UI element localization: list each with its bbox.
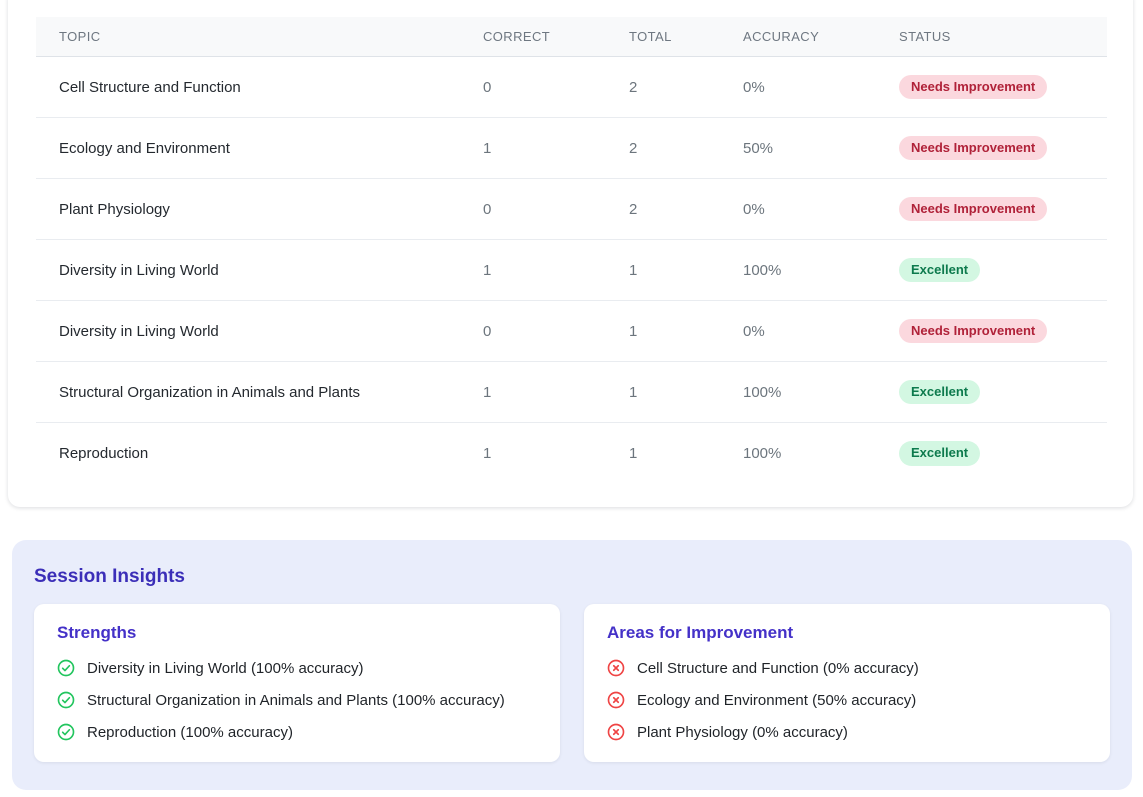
table-row: Reproduction 1 1 100% Excellent (36, 423, 1107, 484)
areas-for-improvement-card: Areas for Improvement Cell Structure and… (584, 604, 1110, 762)
check-circle-icon (57, 691, 75, 709)
accuracy-cell: 100% (743, 261, 782, 279)
table-header-row: TOPIC CORRECT TOTAL ACCURACY STATUS (36, 17, 1107, 57)
areas-for-improvement-title: Areas for Improvement (607, 623, 794, 642)
improvement-item: Cell Structure and Function (0% accuracy… (607, 657, 1086, 679)
topic-cell: Plant Physiology (59, 200, 170, 218)
accuracy-cell: 0% (743, 78, 765, 96)
topic-cell: Structural Organization in Animals and P… (59, 383, 360, 401)
status-cell: Excellent (899, 379, 1107, 405)
column-header-total: TOTAL (629, 29, 672, 44)
session-insights-panel: Session Insights Strengths Diversity in … (12, 540, 1132, 790)
session-insights-title: Session Insights (34, 566, 185, 587)
correct-cell: 0 (483, 78, 492, 96)
table-row: Diversity in Living World 0 1 0% Needs I… (36, 301, 1107, 362)
strength-item-label: Structural Organization in Animals and P… (87, 691, 505, 709)
strengths-title: Strengths (57, 623, 137, 642)
improvements-list: Cell Structure and Function (0% accuracy… (607, 657, 1086, 743)
total-cell: 1 (629, 445, 638, 462)
strength-item: Diversity in Living World (100% accuracy… (57, 657, 536, 679)
status-cell: Needs Improvement (899, 135, 1107, 161)
table-body: Cell Structure and Function 0 2 0% Needs… (36, 57, 1107, 484)
total-cell: 2 (629, 139, 638, 157)
correct-cell: 1 (483, 261, 492, 279)
total-cell: 2 (629, 78, 638, 96)
check-circle-icon (57, 659, 75, 677)
x-circle-icon (607, 723, 625, 741)
status-badge: Excellent (899, 379, 981, 405)
strengths-list: Diversity in Living World (100% accuracy… (57, 657, 536, 743)
accuracy-cell: 100% (743, 383, 782, 401)
status-badge: Excellent (899, 257, 981, 283)
correct-cell: 0 (483, 200, 492, 218)
table-row: Plant Physiology 0 2 0% Needs Improvemen… (36, 179, 1107, 240)
x-circle-icon (607, 691, 625, 709)
table-row: Diversity in Living World 1 1 100% Excel… (36, 240, 1107, 301)
status-cell: Needs Improvement (899, 196, 1107, 222)
strengths-card: Strengths Diversity in Living World (100… (34, 604, 560, 762)
accuracy-cell: 0% (743, 322, 765, 340)
status-badge: Needs Improvement (899, 74, 1048, 100)
correct-cell: 1 (483, 445, 492, 462)
status-cell: Needs Improvement (899, 318, 1107, 344)
accuracy-cell: 0% (743, 200, 765, 218)
total-cell: 1 (629, 261, 638, 279)
topic-cell: Reproduction (59, 445, 149, 462)
column-header-status: STATUS (899, 29, 951, 44)
strength-item-label: Reproduction (100% accuracy) (87, 723, 293, 741)
column-header-accuracy: ACCURACY (743, 29, 820, 44)
status-badge: Excellent (899, 441, 981, 466)
correct-cell: 1 (483, 383, 492, 401)
total-cell: 2 (629, 200, 638, 218)
improvement-item-label: Cell Structure and Function (0% accuracy… (637, 659, 919, 677)
topic-cell: Ecology and Environment (59, 139, 230, 157)
strength-item: Reproduction (100% accuracy) (57, 721, 536, 743)
strength-item: Structural Organization in Animals and P… (57, 689, 536, 711)
total-cell: 1 (629, 383, 638, 401)
topic-cell: Cell Structure and Function (59, 78, 241, 96)
status-cell: Needs Improvement (899, 74, 1107, 100)
improvement-item: Plant Physiology (0% accuracy) (607, 721, 1086, 743)
status-badge: Needs Improvement (899, 318, 1048, 344)
improvement-item-label: Ecology and Environment (50% accuracy) (637, 691, 917, 709)
status-badge: Needs Improvement (899, 135, 1048, 161)
status-badge: Needs Improvement (899, 196, 1048, 222)
improvement-item: Ecology and Environment (50% accuracy) (607, 689, 1086, 711)
total-cell: 1 (629, 322, 638, 340)
status-cell: Excellent (899, 257, 1107, 283)
correct-cell: 0 (483, 322, 492, 340)
table-row: Structural Organization in Animals and P… (36, 362, 1107, 423)
accuracy-cell: 100% (743, 445, 782, 462)
topic-performance-card: TOPIC CORRECT TOTAL ACCURACY STATUS Cell… (8, 0, 1133, 507)
check-circle-icon (57, 723, 75, 741)
column-header-topic: TOPIC (59, 29, 101, 44)
topic-cell: Diversity in Living World (59, 261, 219, 279)
column-header-correct: CORRECT (483, 29, 551, 44)
x-circle-icon (607, 659, 625, 677)
status-cell: Excellent (899, 441, 1107, 466)
strength-item-label: Diversity in Living World (100% accuracy… (87, 659, 364, 677)
topic-cell: Diversity in Living World (59, 322, 219, 340)
table-row: Ecology and Environment 1 2 50% Needs Im… (36, 118, 1107, 179)
accuracy-cell: 50% (743, 139, 774, 157)
table-row: Cell Structure and Function 0 2 0% Needs… (36, 57, 1107, 118)
improvement-item-label: Plant Physiology (0% accuracy) (637, 723, 848, 741)
correct-cell: 1 (483, 139, 492, 157)
